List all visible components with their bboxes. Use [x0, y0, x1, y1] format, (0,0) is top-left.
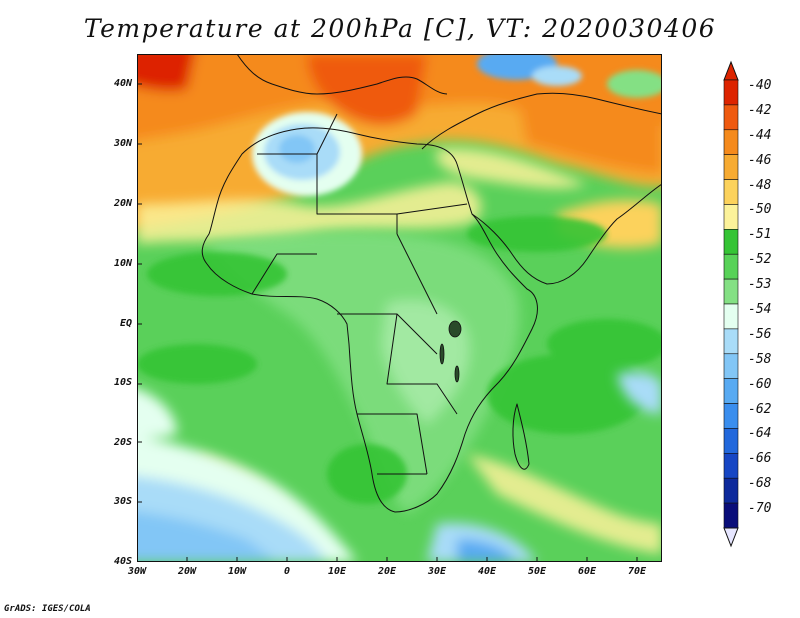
- continent-shading: [207, 232, 520, 514]
- lon-label-70e: 70E: [627, 566, 647, 577]
- colorbar-swatch: [723, 229, 739, 255]
- lakes: [439, 320, 462, 383]
- lon-label-20w: 20W: [177, 566, 197, 577]
- lon-label-50e: 50E: [527, 566, 547, 577]
- colorbar-tick-label: -62: [748, 401, 772, 417]
- temperature-map: [137, 54, 662, 562]
- colorbar-tick-label: -44: [748, 127, 772, 143]
- lat-label-30n: 30N: [113, 138, 132, 149]
- colorbar-swatch: [723, 179, 739, 205]
- colorbar-swatch: [723, 129, 739, 155]
- colorbar-tick-label: -48: [748, 177, 772, 193]
- colorbar-swatch: [723, 328, 739, 355]
- lon-label-40e: 40E: [477, 566, 497, 577]
- colorbar-tick-label: -64: [748, 426, 772, 442]
- lat-label-10s: 10S: [113, 377, 132, 388]
- colorbar-swatch: [723, 403, 739, 429]
- colorbar-tick-label: -68: [748, 476, 772, 492]
- map-frame: [137, 54, 662, 562]
- colorbar-overflow-bottom: [723, 527, 739, 548]
- colorbar-tick-label: -58: [748, 351, 772, 367]
- lat-label-20s: 20S: [113, 437, 132, 448]
- colorbar-tick-label: -66: [748, 451, 772, 467]
- coastlines-borders: [201, 54, 662, 513]
- colorbar-swatch: [723, 378, 739, 404]
- colorbar-swatch: [723, 79, 739, 106]
- colorbar-tick-label: -60: [748, 376, 772, 392]
- plot-title: Temperature at 200hPa [C], VT: 202003040…: [83, 14, 717, 43]
- lon-label-30w: 30W: [127, 566, 147, 577]
- colorbar-tick-label: -46: [748, 152, 772, 168]
- colorbar-tick-label: -53: [748, 277, 772, 293]
- colorbar-tick-label: -56: [748, 326, 772, 342]
- yellow-transition: [137, 148, 587, 244]
- colorbar-swatch: [723, 428, 739, 454]
- colorbar-tick-label: -52: [748, 252, 772, 268]
- colorbar-swatch: [723, 253, 739, 280]
- dark-green-patches: [137, 216, 662, 504]
- colorbar-tick-label: -54: [748, 302, 772, 317]
- colorbar-tick-label: -40: [748, 78, 772, 93]
- colorbar-tick-label: -50: [748, 202, 772, 218]
- lon-label-0: 0: [283, 566, 291, 577]
- lon-label-60e: 60E: [577, 566, 597, 577]
- colorbar-swatch: [723, 453, 739, 479]
- credit-text: GrADS: IGES/COLA: [4, 604, 91, 614]
- colorbar-swatch: [723, 154, 739, 180]
- lat-label-40s: 40S: [113, 556, 132, 567]
- colorbar-tick-label: -70: [748, 501, 772, 517]
- lat-label-10n: 10N: [113, 258, 132, 269]
- lat-label-40n: 40N: [113, 78, 132, 89]
- cold-south: [137, 372, 662, 562]
- cold-north-east: [477, 54, 662, 98]
- colorbar-swatch: [723, 104, 739, 131]
- lon-label-30e: 30E: [427, 566, 447, 577]
- lat-label-30s: 30S: [113, 496, 132, 507]
- colorbar-tick-label: -42: [748, 102, 772, 118]
- colorbar-tick-label: -51: [748, 227, 772, 243]
- colorbar-swatch: [723, 303, 739, 330]
- colorbar-swatch: [723, 278, 739, 305]
- colorbar-swatch: [723, 502, 739, 529]
- colorbar-swatch: [723, 353, 739, 379]
- lon-label-10e: 10E: [327, 566, 347, 577]
- colorbar: [723, 60, 739, 548]
- colorbar-swatch: [723, 204, 739, 230]
- lat-label-eq: EQ: [119, 318, 132, 329]
- lat-label-20n: 20N: [113, 198, 132, 209]
- colorbar-swatch: [723, 477, 739, 504]
- lon-label-20e: 20E: [377, 566, 397, 577]
- colorbar-overflow-top: [723, 60, 739, 81]
- tick-marks: [137, 83, 638, 562]
- lon-label-10w: 10W: [227, 566, 247, 577]
